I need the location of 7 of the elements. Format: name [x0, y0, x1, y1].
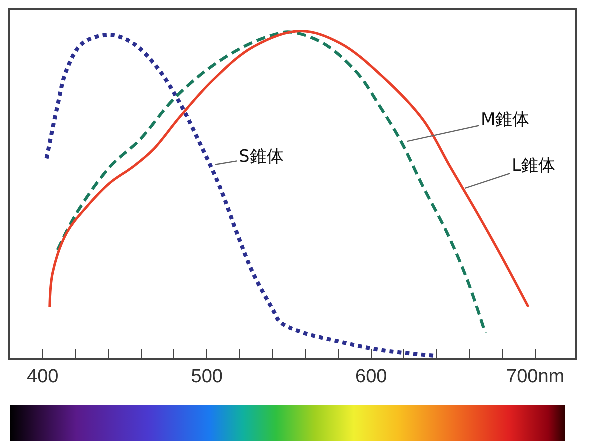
x-tick-label: 500 — [191, 366, 223, 388]
annotation: L錐体 — [512, 156, 556, 176]
x-tick-label: 400 — [27, 366, 59, 388]
annotation: S錐体 — [239, 147, 284, 167]
x-tick-label: 700nm — [506, 366, 565, 388]
annotation: M錐体 — [481, 110, 530, 130]
x-tick-label: 600 — [355, 366, 388, 388]
